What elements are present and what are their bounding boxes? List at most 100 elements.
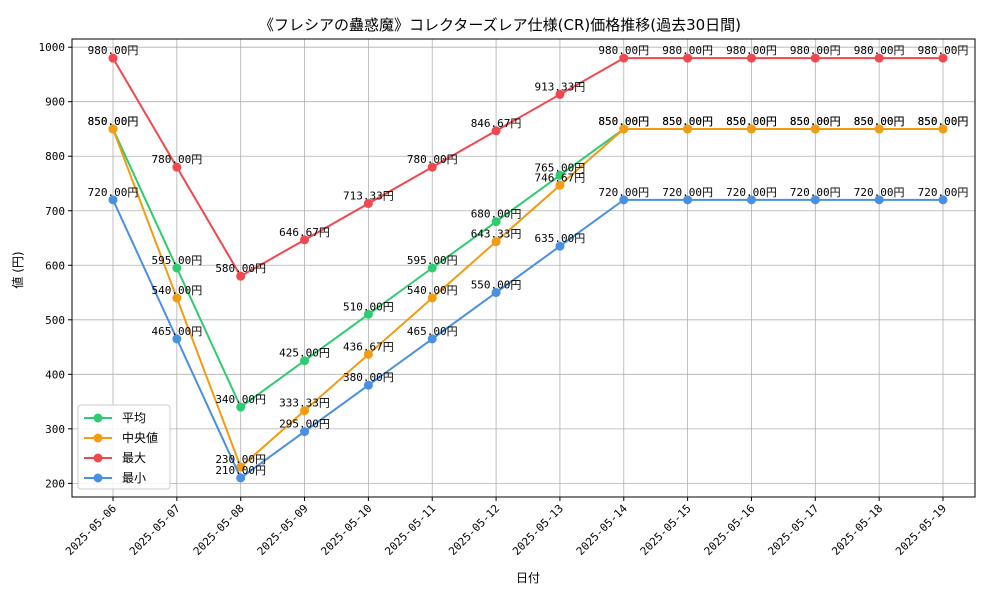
data-label: 980.00円 <box>598 44 649 57</box>
data-point <box>108 53 118 63</box>
data-label: 425.00円 <box>279 347 330 360</box>
data-label: 230.00円 <box>215 453 266 466</box>
data-point <box>172 293 182 303</box>
data-label: 980.00円 <box>854 44 905 57</box>
data-point <box>300 356 310 366</box>
data-point <box>555 241 565 251</box>
data-point <box>363 380 373 390</box>
data-point <box>172 334 182 344</box>
data-label: 780.00円 <box>407 153 458 166</box>
data-point <box>236 271 246 281</box>
data-label: 720.00円 <box>662 186 713 199</box>
data-label: 746.67円 <box>535 171 586 184</box>
data-label: 980.00円 <box>790 44 841 57</box>
data-point <box>172 162 182 172</box>
data-point <box>810 124 820 134</box>
legend-label: 最大 <box>122 451 146 465</box>
data-point <box>491 237 501 247</box>
data-point <box>427 263 437 273</box>
data-label: 680.00円 <box>471 208 522 221</box>
y-tick-label: 300 <box>45 423 65 436</box>
legend-label: 最小 <box>122 471 146 485</box>
data-label: 333.33円 <box>279 397 330 410</box>
legend-marker <box>93 413 103 423</box>
data-point <box>108 124 118 134</box>
data-label: 846.67円 <box>471 117 522 130</box>
data-label: 465.00円 <box>151 325 202 338</box>
legend-marker <box>93 453 103 463</box>
data-label: 850.00円 <box>598 115 649 128</box>
data-point <box>363 309 373 319</box>
x-axis-label: 日付 <box>516 571 540 585</box>
data-point <box>363 349 373 359</box>
data-point <box>874 124 884 134</box>
data-label: 380.00円 <box>343 371 394 384</box>
data-label: 295.00円 <box>279 418 330 431</box>
legend-marker <box>93 473 103 483</box>
data-label: 646.67円 <box>279 226 330 239</box>
data-label: 850.00円 <box>88 115 139 128</box>
data-label: 465.00円 <box>407 325 458 338</box>
data-point <box>236 402 246 412</box>
data-label: 850.00円 <box>598 115 649 128</box>
data-point <box>555 89 565 99</box>
data-point <box>555 180 565 190</box>
y-tick-label: 800 <box>45 150 65 163</box>
data-labels: 850.00円 595.00円 340.00円 425.00円 510.00円 595.0… <box>88 44 969 477</box>
legend-marker <box>93 433 103 443</box>
y-tick-label: 900 <box>45 96 65 109</box>
data-label: 436.67円 <box>343 340 394 353</box>
data-label: 720.00円 <box>598 186 649 199</box>
data-label: 980.00円 <box>88 44 139 57</box>
data-point <box>683 124 693 134</box>
plot-frame <box>71 38 976 498</box>
data-point <box>236 462 246 472</box>
data-point <box>427 293 437 303</box>
data-label: 980.00円 <box>726 44 777 57</box>
data-point <box>683 195 693 205</box>
data-label: 720.00円 <box>918 186 969 199</box>
data-label: 595.00円 <box>151 254 202 267</box>
y-tick-label: 600 <box>45 259 65 272</box>
data-label: 980.00円 <box>662 44 713 57</box>
data-label: 720.00円 <box>88 186 139 199</box>
series-line <box>112 57 943 278</box>
data-label: 713.33円 <box>343 189 394 202</box>
data-point <box>938 124 948 134</box>
data-point <box>938 53 948 63</box>
data-label: 913.33円 <box>535 80 586 93</box>
data-point <box>491 288 501 298</box>
data-label: 850.00円 <box>790 115 841 128</box>
y-tick-label: 500 <box>45 314 65 327</box>
y-tick-label: 700 <box>45 205 65 218</box>
data-point <box>300 427 310 437</box>
data-label: 850.00円 <box>854 115 905 128</box>
data-label: 720.00円 <box>726 186 777 199</box>
data-label: 643.33円 <box>471 228 522 241</box>
data-point <box>108 195 118 205</box>
data-label: 510.00円 <box>343 300 394 313</box>
data-point <box>236 473 246 483</box>
data-point <box>427 162 437 172</box>
data-label: 850.00円 <box>854 115 905 128</box>
data-label: 850.00円 <box>662 115 713 128</box>
data-label: 850.00円 <box>726 115 777 128</box>
legend-label: 中央値 <box>122 430 158 445</box>
grid-lines <box>72 39 975 497</box>
data-point <box>491 126 501 136</box>
y-tick-label: 1000 <box>39 41 66 54</box>
data-label: 540.00円 <box>407 284 458 297</box>
data-label: 780.00円 <box>151 153 202 166</box>
data-point <box>874 195 884 205</box>
data-point <box>746 53 756 63</box>
data-label: 720.00円 <box>854 186 905 199</box>
data-point <box>619 53 629 63</box>
legend-box <box>77 404 171 490</box>
data-label: 550.00円 <box>471 279 522 292</box>
data-label: 340.00円 <box>215 393 266 406</box>
data-point <box>746 124 756 134</box>
series-line <box>112 127 943 469</box>
